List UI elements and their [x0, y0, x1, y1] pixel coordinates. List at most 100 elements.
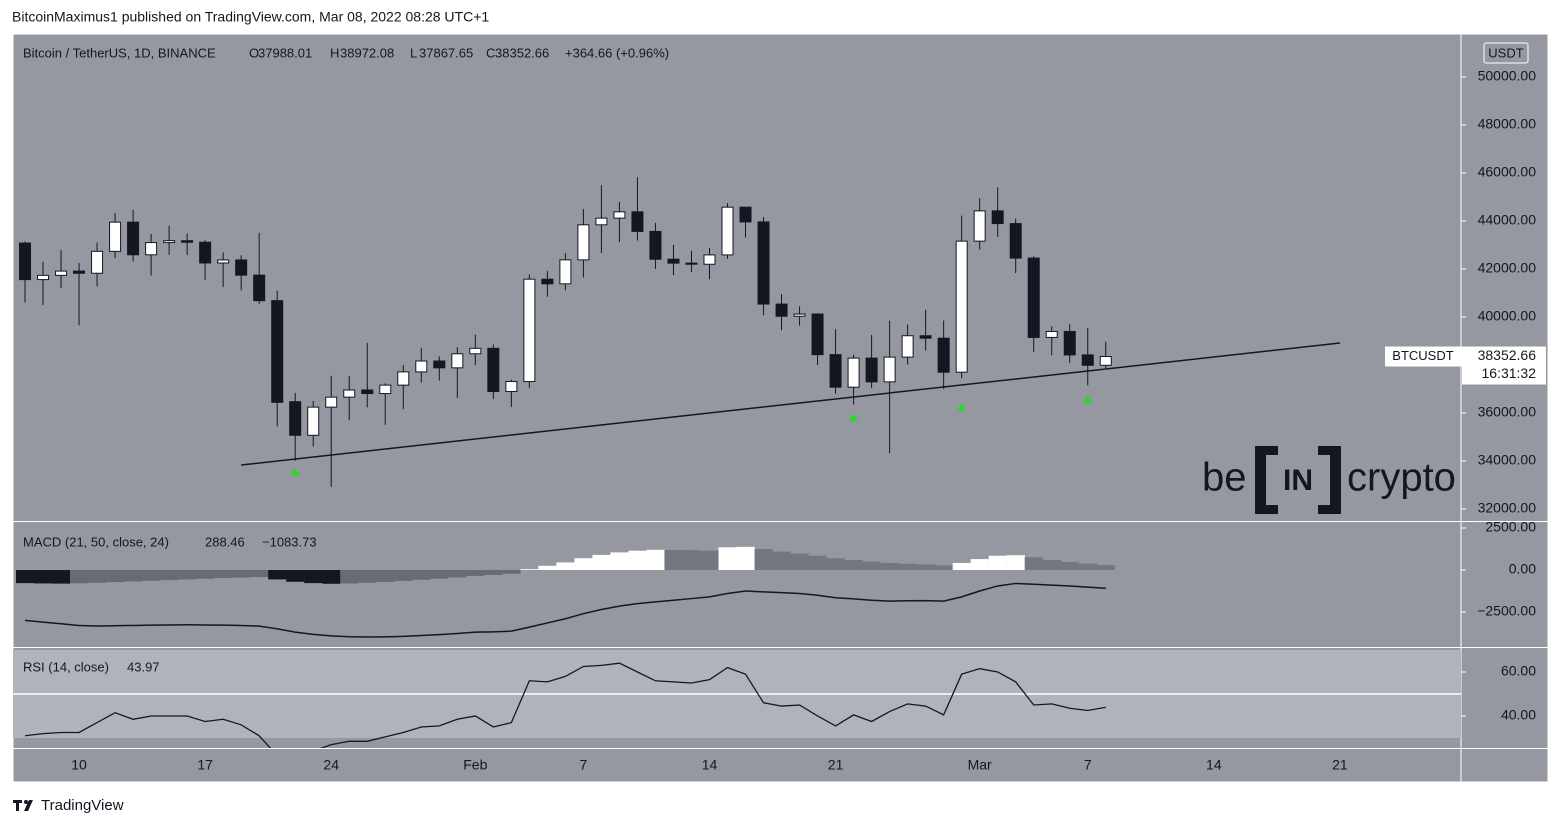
histogram-bar: [196, 570, 215, 579]
symbol-label: BTCUSDT: [1392, 348, 1453, 363]
logo-inner: [1266, 455, 1330, 505]
histogram-bar: [700, 550, 719, 571]
y-tick-label: 50000.00: [1478, 68, 1537, 84]
histogram-bar: [268, 570, 287, 580]
chart-title: Bitcoin / TetherUS, 1D, BINANCE: [23, 45, 216, 60]
logo-text: IN: [1283, 464, 1313, 497]
candle-body: [253, 274, 266, 302]
marker: [848, 412, 859, 421]
candle-body: [91, 250, 104, 274]
histogram-bar: [772, 551, 791, 571]
histogram-bar: [916, 564, 935, 571]
histogram-bar: [142, 570, 161, 581]
histogram-bar: [412, 570, 431, 580]
logo-shape: [24, 800, 33, 811]
x-tick-label: 17: [197, 757, 213, 773]
histogram-bar: [376, 570, 395, 582]
candle-body: [919, 335, 932, 339]
histogram-bar: [844, 559, 863, 571]
histogram-bar: [70, 570, 89, 584]
y-tick-label: 46000.00: [1478, 164, 1537, 180]
histogram-bar: [610, 552, 629, 571]
logo-text: be: [1202, 456, 1247, 500]
trendline: [241, 342, 1341, 466]
legend-value: 288.46: [205, 534, 245, 549]
candle-body: [793, 313, 806, 317]
histogram-bar: [880, 562, 899, 571]
histogram-bar: [448, 570, 467, 578]
legend-value: 38972.08: [340, 45, 394, 60]
candle-body: [847, 357, 860, 388]
x-tick-label: 24: [323, 757, 339, 773]
histogram-bar: [484, 570, 503, 575]
x-tick-label: Feb: [463, 757, 487, 773]
histogram-bar: [862, 561, 881, 571]
logo-shape: [24, 800, 28, 804]
candle-body: [235, 259, 248, 276]
histogram-bar: [52, 570, 71, 584]
candle-body: [937, 337, 950, 373]
histogram-bar: [988, 555, 1007, 571]
candle-body: [649, 230, 662, 260]
histogram-bar: [682, 550, 701, 571]
candle-body: [667, 258, 680, 264]
histogram-bar: [178, 570, 197, 580]
histogram-bar: [970, 559, 989, 571]
candle-body: [289, 401, 302, 436]
header-text: BitcoinMaximus1 published on TradingView…: [12, 9, 489, 25]
y-tick-label: 60.00: [1501, 663, 1536, 679]
candle-body: [325, 396, 338, 408]
histogram-bar: [538, 565, 557, 571]
legend-value: 37867.65: [419, 45, 473, 60]
histogram-bar: [1006, 555, 1025, 571]
candle-body: [703, 254, 716, 265]
candle-body: [973, 210, 986, 242]
histogram-bar: [34, 570, 53, 584]
histogram-bar: [106, 570, 125, 583]
legend-value: 43.97: [127, 659, 160, 674]
candle-body: [181, 240, 194, 243]
x-tick-label: Mar: [968, 757, 992, 773]
legend-change: +364.66 (+0.96%): [565, 45, 669, 60]
histogram-bar: [124, 570, 143, 582]
x-tick-label: 7: [1084, 757, 1092, 773]
x-tick-label: 21: [1332, 757, 1348, 773]
histogram-bar: [160, 570, 179, 581]
candle-body: [559, 259, 572, 285]
x-tick-label: 7: [580, 757, 588, 773]
histogram-bar: [952, 562, 971, 571]
histogram-bar: [430, 570, 449, 579]
marker: [956, 402, 967, 411]
histogram-bar: [574, 558, 593, 571]
logo-shape: [16, 800, 19, 811]
histogram-bar: [592, 554, 611, 571]
candle-body: [379, 384, 392, 395]
currency: USDT: [1488, 45, 1523, 60]
histogram-bar: [736, 546, 755, 571]
price-pane: [19, 177, 1341, 487]
candle-body: [487, 347, 500, 392]
candle-body: [577, 224, 590, 261]
candle-body: [55, 270, 68, 276]
candle-body: [307, 406, 320, 436]
candle-body: [1099, 356, 1112, 366]
legend-label: O: [249, 45, 259, 60]
rsi-pane: [13, 649, 1461, 748]
candle-body: [343, 389, 356, 398]
price-box: [1462, 346, 1546, 385]
histogram-bar: [1024, 557, 1043, 571]
histogram-bar: [16, 570, 35, 584]
histogram-bar: [790, 553, 809, 571]
y-tick-label: 40.00: [1501, 707, 1536, 723]
candle-body: [199, 241, 212, 264]
histogram-bar: [1078, 563, 1097, 571]
y-tick-label: 42000.00: [1478, 260, 1537, 276]
histogram-bar: [1096, 565, 1115, 571]
candle-body: [397, 371, 410, 386]
histogram-bar: [664, 550, 683, 571]
footer-text: TradingView: [41, 797, 124, 814]
histogram-bar: [718, 547, 737, 571]
candle-body: [631, 211, 644, 232]
